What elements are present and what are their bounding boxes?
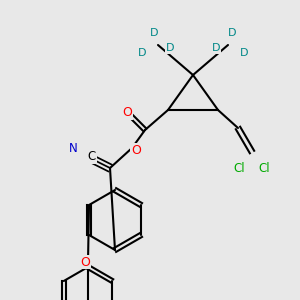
Text: D: D (138, 48, 146, 58)
Text: D: D (150, 28, 158, 38)
Text: N: N (69, 142, 77, 155)
Text: D: D (240, 48, 248, 58)
Text: D: D (228, 28, 236, 38)
Text: Cl: Cl (258, 161, 270, 175)
Text: O: O (80, 256, 90, 268)
Text: O: O (131, 143, 141, 157)
Text: O: O (122, 106, 132, 119)
Text: D: D (166, 43, 174, 53)
Text: C: C (88, 151, 96, 164)
Text: D: D (212, 43, 220, 53)
Text: Cl: Cl (233, 161, 245, 175)
